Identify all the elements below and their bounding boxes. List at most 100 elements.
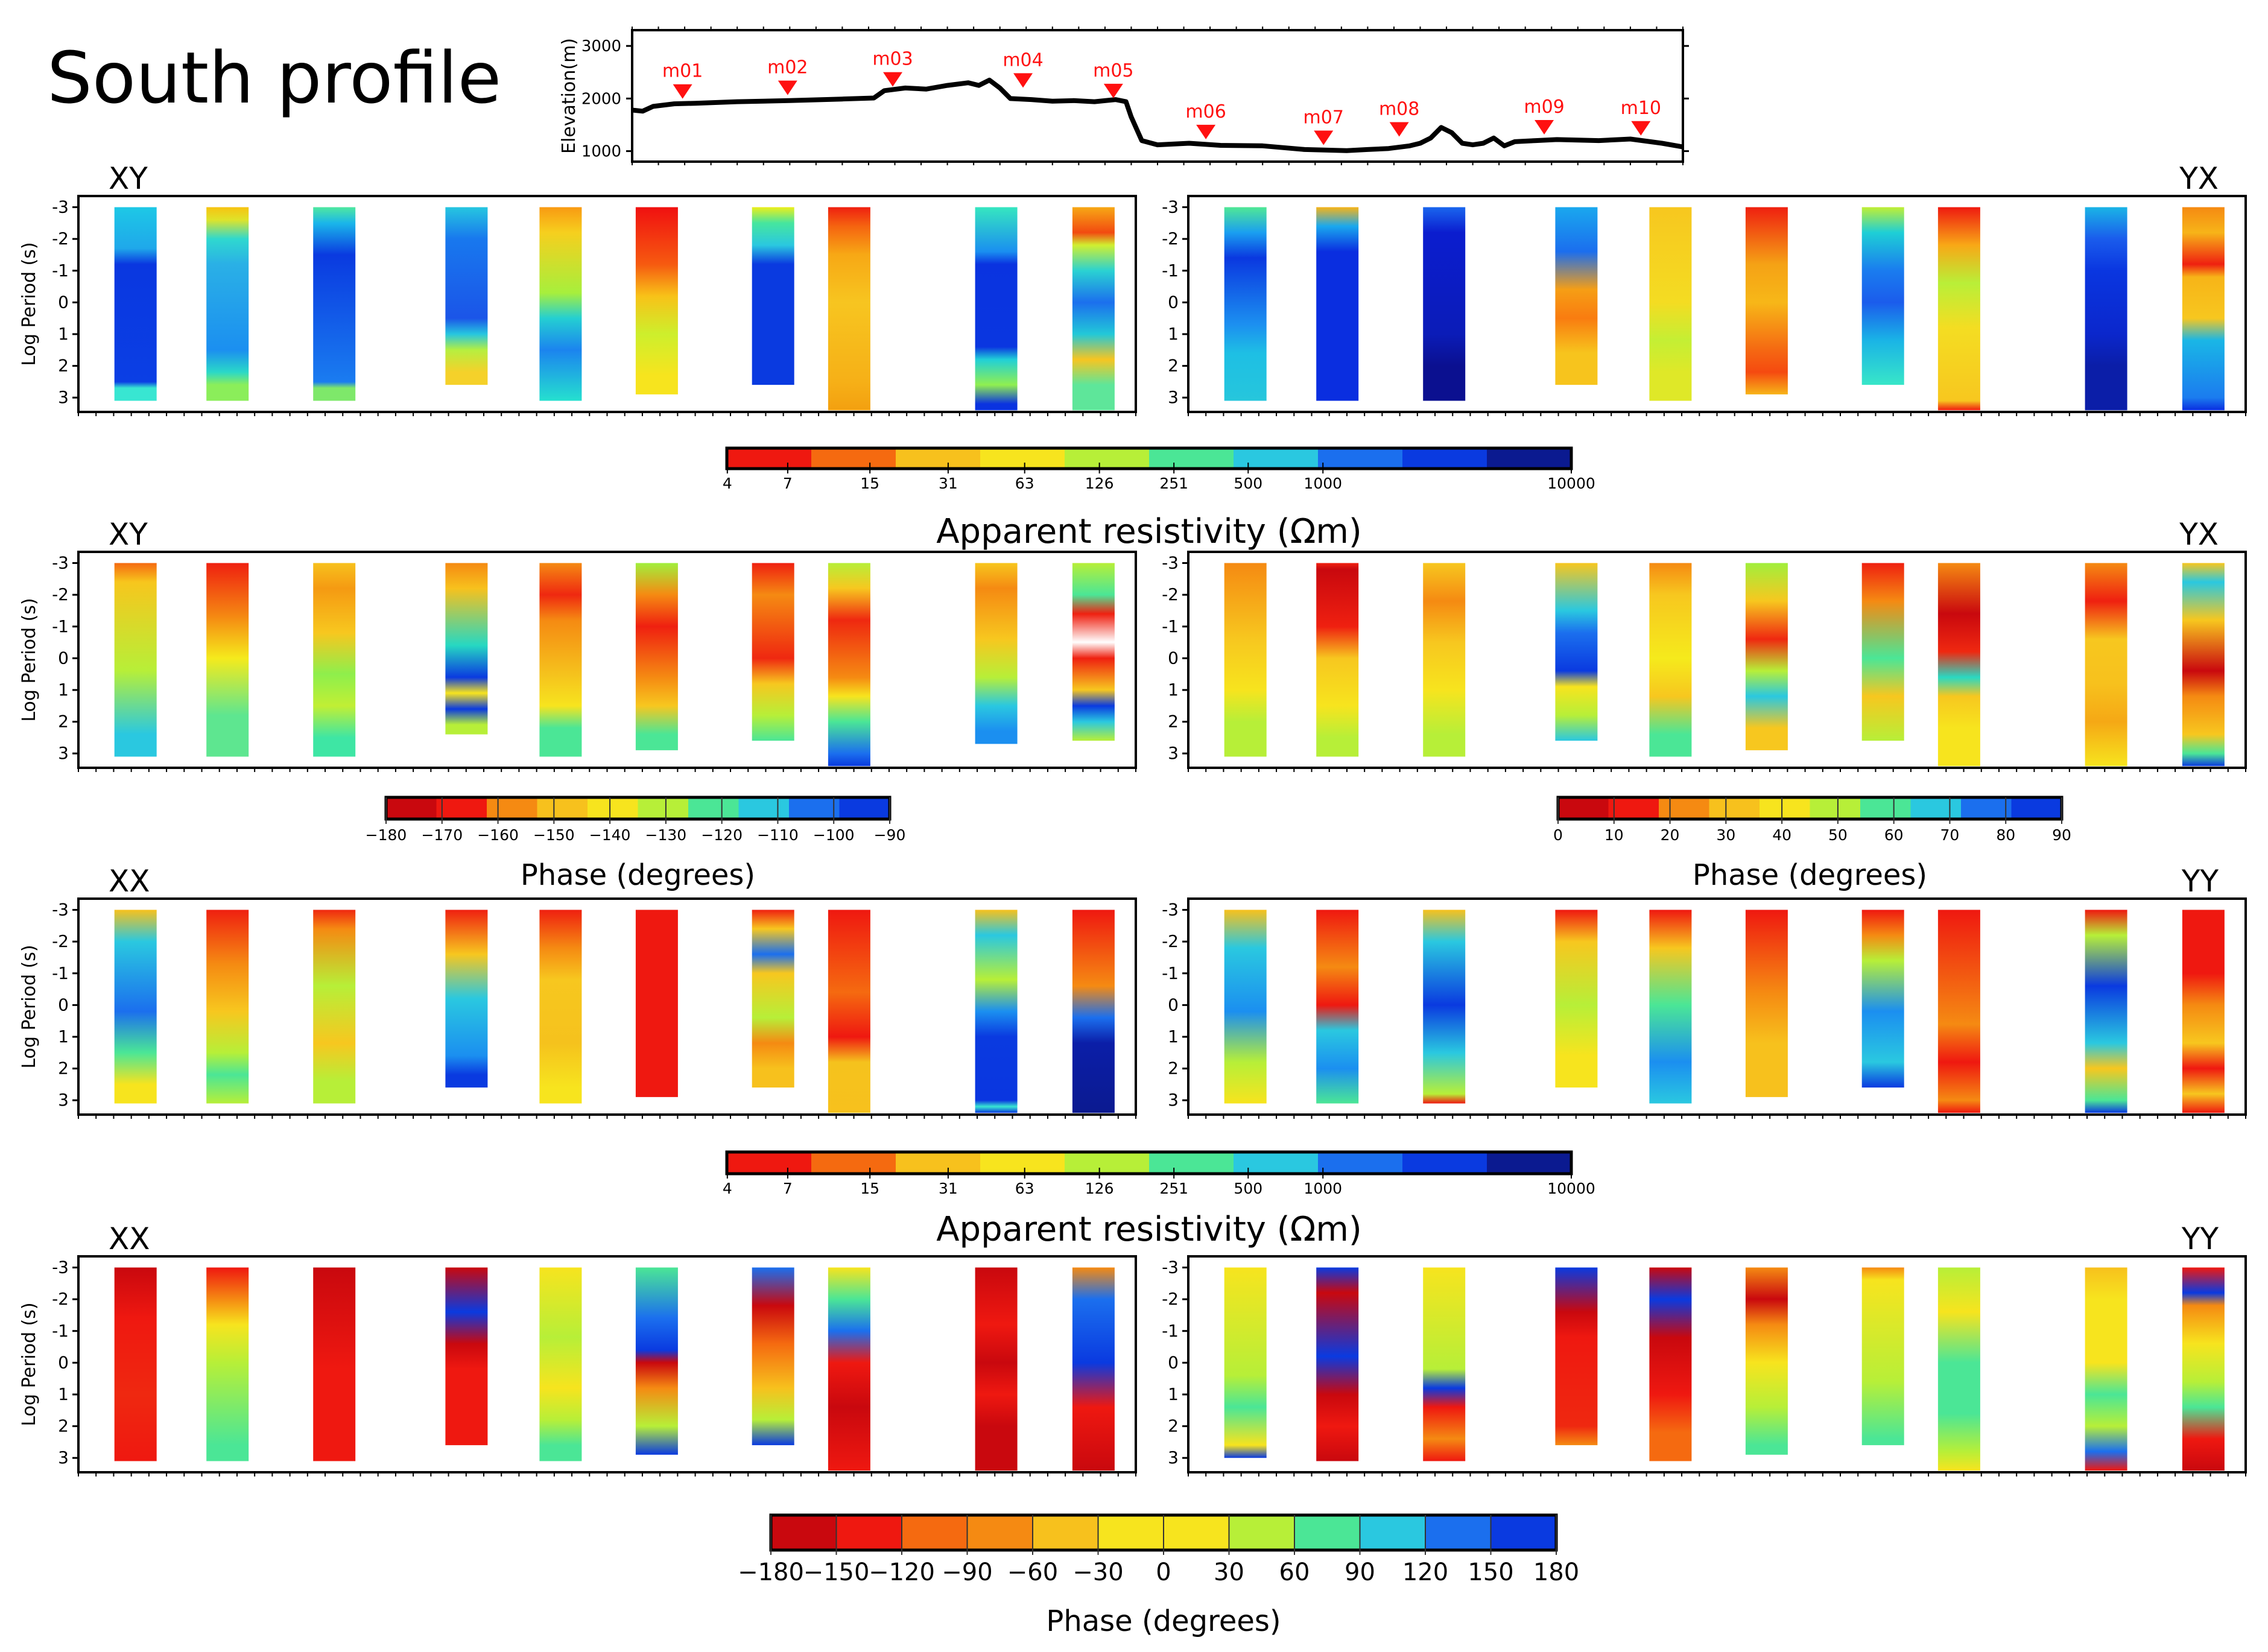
station-marker-m06 <box>1196 124 1216 139</box>
station-column-6 <box>635 563 678 750</box>
period-tick-label: 0 <box>58 1352 69 1372</box>
colorbar-swatch <box>1033 1515 1099 1550</box>
colorbar-swatch <box>1065 448 1150 469</box>
station-marker-m02 <box>778 80 797 95</box>
colorbar-swatch <box>1558 797 1609 819</box>
period-tick-label: 1 <box>1168 324 1179 344</box>
period-tick-label: -1 <box>1162 963 1179 983</box>
period-tick-label: 3 <box>1168 387 1179 407</box>
period-tick-label: -3 <box>1162 553 1179 573</box>
colorbar-tick-label: 40 <box>1772 826 1791 844</box>
elevation-tick-label: 3000 <box>581 37 621 55</box>
component-label-phase-yx: YX <box>2179 517 2219 552</box>
period-tick-label: -2 <box>1162 1289 1179 1309</box>
colorbar-tick-label: −60 <box>1007 1559 1058 1586</box>
colorbar-swatch <box>1709 797 1760 819</box>
station-column-6 <box>1745 1267 1788 1455</box>
colorbar-tick-label: 10000 <box>1547 1180 1595 1197</box>
elevation-axis-label: Elevation(m) <box>559 38 580 154</box>
station-column-2 <box>1316 207 1359 401</box>
station-column-9 <box>975 563 1018 744</box>
colorbar-tick-label: −180 <box>738 1559 804 1586</box>
colorbar-swatch <box>688 797 740 819</box>
colorbar-label: Apparent resistivity (Ωm) <box>936 1210 1362 1249</box>
colorbar-tick-label: 500 <box>1234 475 1262 492</box>
colorbar-swatch <box>1402 1152 1487 1174</box>
colorbar-tick-label: −140 <box>589 826 631 844</box>
colorbar-frame <box>725 1150 1573 1176</box>
phase-yx-colorbar: 0 10 20 30 40 50 60 70 80 90 Phase (degrees) <box>1553 796 2071 892</box>
panel-rho-xy: -3 -2 -1 0 1 2 3 Log Period (s) XY <box>19 161 1137 416</box>
period-tick-label: 3 <box>58 387 69 407</box>
colorbar-swatch <box>967 1515 1033 1550</box>
colorbar-tick-label: 31 <box>939 1180 958 1197</box>
colorbar-tick-label: 1000 <box>1303 1180 1342 1197</box>
colorbar-swatch <box>1760 797 1811 819</box>
station-column-3 <box>1423 910 1466 1104</box>
colorbar-tick-label: 15 <box>860 475 879 492</box>
colorbar-tick-label: 150 <box>1468 1559 1513 1586</box>
station-column-2 <box>206 910 249 1104</box>
colorbar-swatch <box>836 1515 902 1550</box>
station-column-8 <box>1937 207 1980 411</box>
colorbar-tick-label: 70 <box>1940 826 1960 844</box>
station-column-4 <box>445 910 488 1088</box>
station-column-10 <box>1072 1267 1115 1471</box>
colorbar-tick-label: −30 <box>1072 1559 1123 1586</box>
station-column-8 <box>1937 1267 1980 1471</box>
station-column-8 <box>1937 910 1980 1113</box>
colorbar-tick-label: −170 <box>421 826 463 844</box>
colorbar-tick-label: −150 <box>533 826 575 844</box>
colorbar-tick-label: 120 <box>1402 1559 1448 1586</box>
colorbar-tick-label: 4 <box>723 475 732 492</box>
colorbar-tick-label: 30 <box>1716 826 1735 844</box>
colorbar-tick-label: −110 <box>757 826 799 844</box>
station-marker-m08 <box>1389 122 1409 137</box>
station-column-5 <box>1649 910 1692 1104</box>
colorbar-tick-label: 7 <box>783 475 793 492</box>
colorbar-swatch <box>2011 797 2062 819</box>
station-column-5 <box>1649 207 1692 401</box>
period-tick-label: -3 <box>1162 197 1179 217</box>
station-column-5 <box>1649 563 1692 757</box>
period-axis-label: Log Period (s) <box>19 945 40 1068</box>
station-column-2 <box>206 207 249 401</box>
station-column-6 <box>635 1267 678 1455</box>
period-tick-label: -2 <box>1162 229 1179 248</box>
colorbar-tick-label: 20 <box>1661 826 1680 844</box>
station-column-7 <box>752 207 794 385</box>
colorbar-tick-label: −150 <box>803 1559 870 1586</box>
period-tick-label: 3 <box>1168 1448 1179 1467</box>
station-column-9 <box>2085 1267 2127 1471</box>
station-column-2 <box>206 563 249 757</box>
period-tick-label: 2 <box>58 1059 69 1078</box>
period-tick-label: -1 <box>1162 261 1179 280</box>
station-column-8 <box>828 1267 870 1471</box>
station-column-10 <box>2182 910 2225 1113</box>
colorbar-swatch <box>1234 1152 1319 1174</box>
period-tick-label: 2 <box>58 712 69 732</box>
station-label-m08: m08 <box>1379 99 1419 120</box>
colorbar-tick-label: 0 <box>1156 1559 1171 1586</box>
period-tick-label: 0 <box>1168 292 1179 312</box>
colorbar-swatch <box>980 448 1065 469</box>
station-column-7 <box>1861 207 1904 385</box>
colorbar-swatch <box>1234 448 1319 469</box>
colorbar-tick-label: 80 <box>1996 826 2015 844</box>
colorbar-swatch <box>1810 797 1861 819</box>
period-tick-label: 0 <box>58 995 69 1014</box>
component-label-phase-xx: XX <box>109 1221 150 1256</box>
period-tick-label: -3 <box>52 197 69 217</box>
period-tick-label: 3 <box>1168 1090 1179 1110</box>
colorbar-swatch <box>537 797 588 819</box>
colorbar-tick-label: 90 <box>1345 1559 1375 1586</box>
station-column-4 <box>1555 207 1598 385</box>
colorbar-swatch <box>1149 1152 1234 1174</box>
station-marker-m04 <box>1013 73 1033 88</box>
station-column-9 <box>2085 910 2127 1113</box>
colorbar-swatch <box>1065 1152 1150 1174</box>
panel-rho-xx: -3 -2 -1 0 1 2 3 Log Period (s) XX <box>19 864 1137 1119</box>
period-tick-label: -1 <box>52 616 69 636</box>
colorbar-tick-label: 90 <box>2052 826 2071 844</box>
